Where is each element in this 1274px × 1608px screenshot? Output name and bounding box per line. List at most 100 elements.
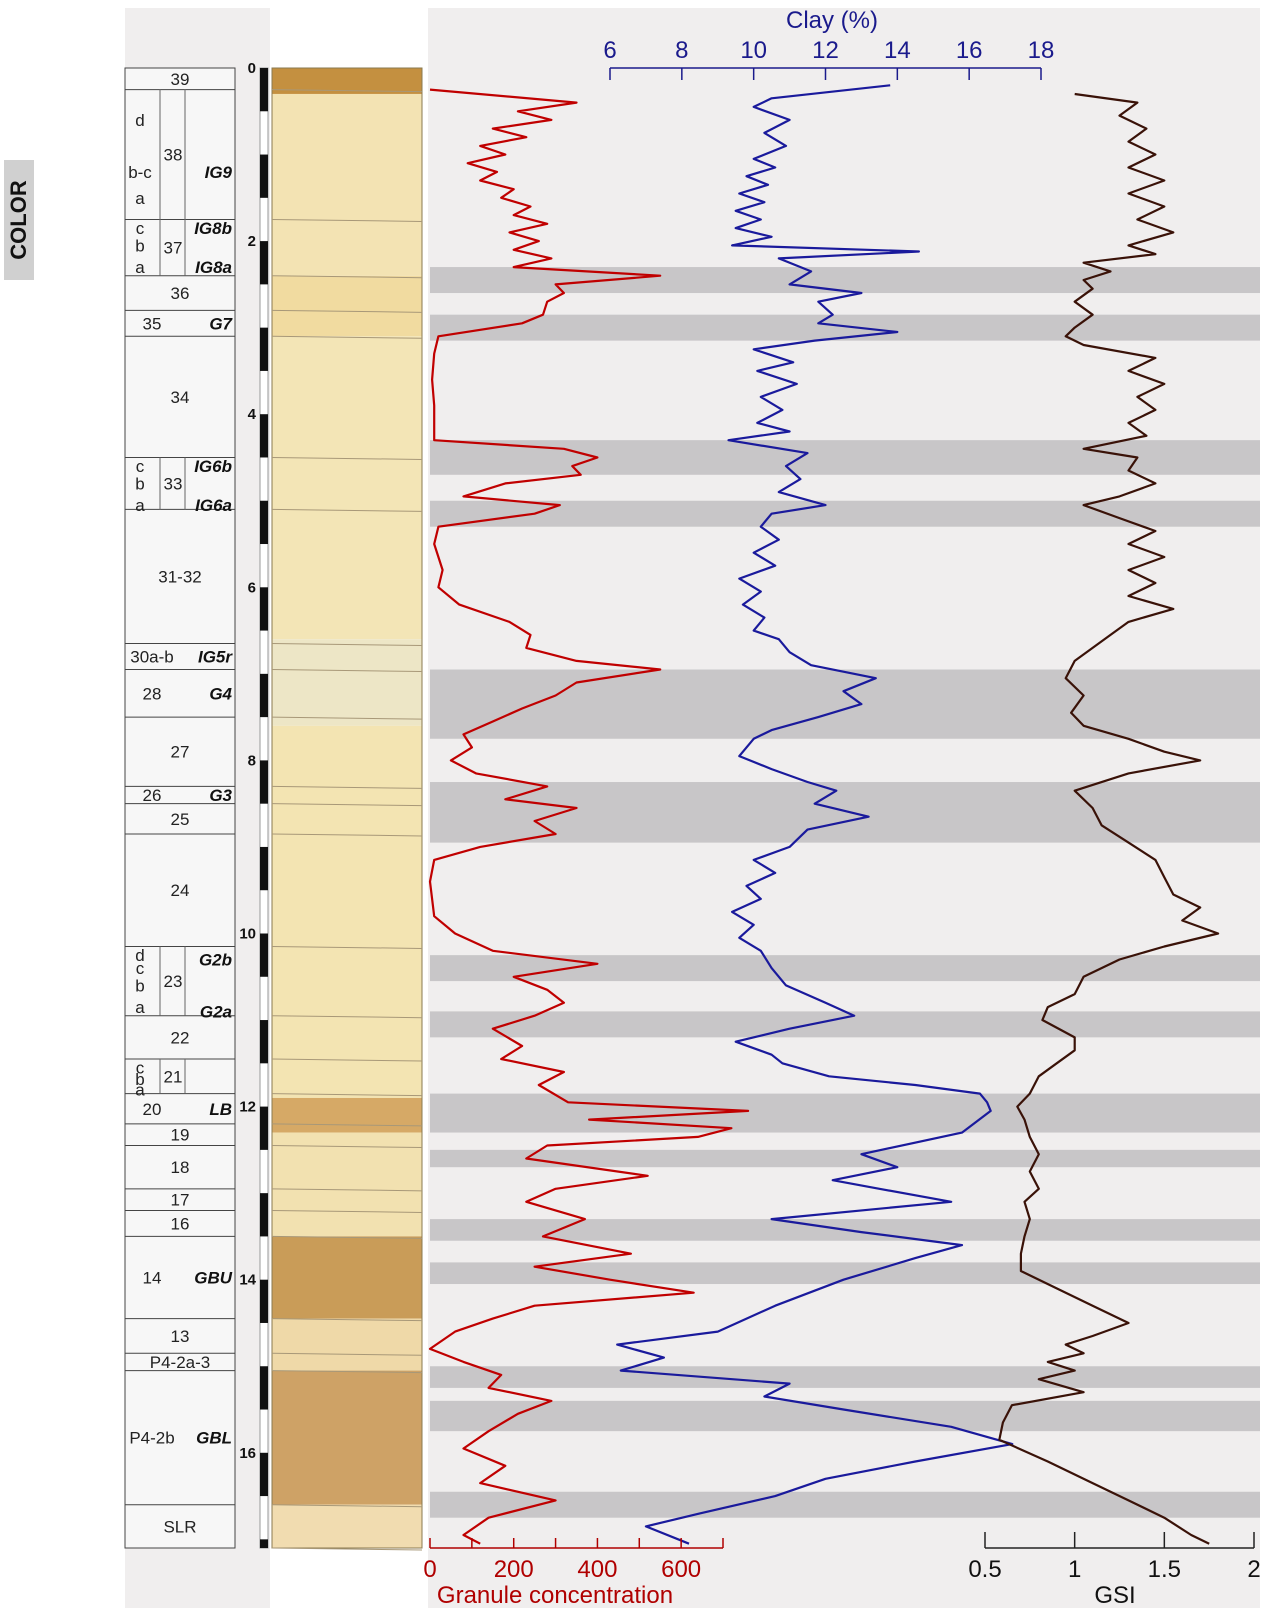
depth-tick-label: 0: [248, 60, 256, 77]
depth-tick-label: 14: [239, 1272, 256, 1289]
shaded-band: [430, 267, 1260, 294]
layer-line: [271, 508, 423, 512]
subunit-label: b: [135, 474, 144, 493]
unit-number: P4-2b: [129, 1429, 174, 1448]
shaded-band: [430, 1262, 1260, 1285]
clay-tick-label: 12: [812, 37, 839, 64]
layer-line: [271, 785, 423, 789]
unit-name: G2b: [199, 950, 232, 969]
scale-segment: [260, 1193, 268, 1237]
layer-line: [271, 1504, 423, 1508]
subunit-label: b-c: [128, 163, 152, 182]
gsi-tick-label: 1.5: [1148, 1556, 1181, 1583]
data-curves: [428, 84, 1220, 1545]
unit-number: 38: [164, 146, 183, 165]
layer-line: [271, 456, 423, 460]
subunit-label: a: [135, 1080, 145, 1099]
layer-line: [271, 1370, 423, 1374]
sediment-layer: [272, 1097, 422, 1133]
shaded-band: [430, 500, 1260, 527]
unit-number: 25: [171, 810, 190, 829]
clay-tick-label: 14: [884, 37, 911, 64]
subunit-label: b: [135, 1070, 144, 1089]
unit-name: G3: [209, 786, 232, 805]
gsi-tick-label: 0.5: [968, 1556, 1001, 1583]
sediment-layer: [272, 1504, 422, 1548]
sediment-layer: [272, 275, 422, 337]
unit-number: P4-2a-3: [150, 1353, 210, 1372]
gsi-axis-title: GSI: [1094, 1582, 1135, 1608]
section-frame: [271, 67, 423, 1549]
layer-line: [271, 1123, 423, 1127]
layer-line: [271, 1235, 423, 1239]
layer-line: [271, 833, 423, 837]
scale-segment: [260, 760, 268, 804]
scale-segment: [260, 1539, 268, 1548]
sediment-layer: [272, 93, 422, 276]
depth-tick-label: 4: [248, 406, 257, 423]
unit-number: 22: [171, 1028, 190, 1047]
shaded-band: [430, 1400, 1260, 1432]
unit-number: 20: [143, 1100, 162, 1119]
layer-line: [271, 89, 423, 93]
scale-segment: [260, 1106, 268, 1150]
scale-segment: [260, 154, 268, 198]
subunit-label: d: [135, 946, 144, 965]
unit-number: 24: [171, 881, 190, 900]
granule-tick-label: 200: [494, 1556, 534, 1583]
sediment-layer: [272, 1318, 422, 1371]
unit-number: 14: [143, 1269, 162, 1288]
depth-tick-label: 2: [248, 233, 256, 250]
unit-number: 39: [171, 70, 190, 89]
scale-bar: [259, 67, 269, 1549]
scale-segment: [260, 414, 268, 458]
depth-tick-label: 16: [239, 1445, 256, 1462]
layer-line: [271, 945, 423, 949]
gsi-tick-label: 2: [1247, 1556, 1260, 1583]
unit-number: 19: [171, 1126, 190, 1145]
scale-segment: [260, 500, 268, 545]
scale-segment: [260, 1279, 268, 1323]
granule-axis-title: Granule concentration: [437, 1582, 673, 1608]
granule-series-line: [428, 88, 750, 1545]
scale-segment: [260, 1366, 268, 1410]
unit-name: GBL: [196, 1429, 232, 1448]
gsi-series-line: [998, 92, 1220, 1545]
subunit-label: b: [135, 236, 144, 255]
color-tab[interactable]: COLOR: [4, 160, 34, 280]
layer-line: [271, 1188, 423, 1192]
granule-tick-label: 0: [423, 1556, 436, 1583]
layer-line: [271, 218, 423, 222]
unit-name: IG9: [205, 163, 233, 182]
unit-number: 36: [171, 284, 190, 303]
scale-segment: [260, 241, 268, 285]
subunit-label: a: [135, 496, 145, 515]
shaded-band: [430, 1011, 1260, 1038]
layer-line: [271, 1352, 423, 1356]
clay-tick-label: 6: [603, 37, 616, 64]
layer-line: [271, 335, 423, 339]
unit-number: 35: [143, 314, 162, 333]
unit-number: 21: [164, 1067, 183, 1086]
layer-line: [271, 1093, 423, 1097]
unit-number: 23: [164, 972, 183, 991]
unit-number: 16: [171, 1214, 190, 1233]
layer-line: [271, 1015, 423, 1019]
layer-line: [271, 1145, 423, 1149]
sediment-layer: [272, 1236, 422, 1319]
shaded-band: [430, 440, 1260, 475]
unit-number: 27: [171, 743, 190, 762]
scale-segment: [260, 846, 268, 891]
unit-number: 28: [143, 684, 162, 703]
sediment-section: [271, 67, 423, 1551]
clay-axis-title: Clay (%): [786, 7, 878, 34]
clay-tick-label: 8: [675, 37, 688, 64]
unit-number: 37: [164, 239, 183, 258]
unit-number: 17: [171, 1191, 190, 1210]
scale-segment: [260, 933, 268, 977]
granule-tick-label: 400: [577, 1556, 617, 1583]
clay-tick-label: 18: [1028, 37, 1055, 64]
